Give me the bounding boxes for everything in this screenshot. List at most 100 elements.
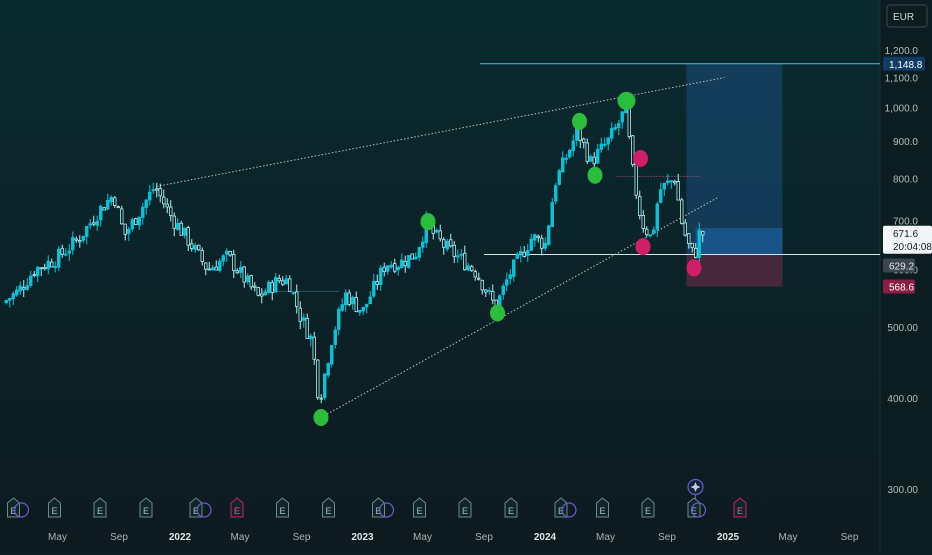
candle-body [253, 285, 257, 288]
last-price-tag[interactable]: 671.6 20:04:08 [883, 225, 932, 254]
candle-body [655, 203, 659, 230]
earnings-marker[interactable]: E [230, 497, 244, 518]
candle-body [680, 199, 684, 224]
candle-body [410, 253, 414, 260]
swing-marker-pullback[interactable] [635, 238, 651, 256]
candle-body [694, 247, 698, 258]
x-tick-label: Sep [110, 532, 128, 543]
candle-body [631, 135, 635, 165]
candle-body [288, 278, 292, 292]
earnings-label: E [97, 506, 103, 516]
earnings-marker[interactable]: E [596, 497, 609, 518]
earnings-marker[interactable]: E [139, 497, 153, 518]
candle-body [302, 317, 306, 321]
swing-marker-high[interactable] [420, 213, 436, 231]
earnings-marker[interactable]: E [322, 497, 335, 518]
earnings-badge [322, 497, 335, 518]
candle-body [676, 181, 680, 201]
x-tick-label: May [413, 532, 432, 543]
earnings-badge [413, 497, 426, 518]
earnings-marker[interactable]: E [276, 497, 289, 518]
candle-body [382, 266, 386, 273]
target-price-tag[interactable]: 1,148.8 [883, 56, 925, 71]
candle-body [298, 307, 302, 322]
earnings-marker[interactable]: E [189, 497, 203, 518]
earnings-marker[interactable]: E [93, 497, 107, 518]
candle-body [361, 306, 365, 312]
candle-body [603, 143, 607, 146]
swing-marker-high[interactable] [572, 112, 587, 130]
x-tick-label: May [596, 532, 615, 543]
candle-body [274, 276, 278, 293]
candle-body [169, 206, 173, 217]
dividend-marker[interactable] [690, 502, 707, 518]
earnings-label: E [193, 506, 199, 516]
candle-body [218, 260, 222, 272]
earnings-label: E [645, 506, 651, 516]
y-tick-label: 500.00 [887, 323, 918, 334]
earnings-label: E [279, 506, 285, 516]
candle-body [242, 266, 246, 283]
candle-body [484, 289, 488, 293]
earnings-marker[interactable]: E [554, 497, 568, 518]
entry-price-tag[interactable]: 629.2 [883, 258, 915, 273]
candle-body [221, 255, 225, 262]
sparkle-icon[interactable] [687, 478, 704, 501]
x-tick-label: 2022 [169, 532, 192, 543]
x-tick-label: 2023 [351, 532, 374, 543]
earnings-marker[interactable]: E [7, 497, 20, 518]
swing-marker-high[interactable] [617, 91, 636, 110]
candle-body [536, 235, 540, 238]
currency-box[interactable]: EUR [886, 4, 928, 28]
earnings-label: E [691, 506, 697, 516]
swing-marker-pullback[interactable] [633, 149, 648, 167]
candle-body [501, 285, 505, 295]
swing-marker-pullback[interactable] [686, 259, 702, 277]
dividend-marker[interactable] [378, 502, 395, 518]
candle-body [291, 292, 295, 294]
earnings-marker[interactable]: E [372, 497, 385, 518]
entry-price-tag-text: 629.2 [889, 261, 914, 272]
x-tick-label: May [779, 532, 798, 543]
candle-body [491, 291, 495, 301]
candle-body [673, 180, 677, 184]
candle-body [113, 197, 117, 206]
candle-body [39, 267, 43, 270]
earnings-label: E [51, 506, 57, 516]
earnings-marker[interactable]: E [48, 497, 61, 518]
swing-marker-low[interactable] [587, 166, 603, 184]
dividend-marker[interactable] [13, 502, 30, 518]
earnings-marker[interactable]: E [458, 497, 472, 518]
earnings-badge [189, 497, 203, 518]
swing-marker-low[interactable] [490, 304, 505, 322]
candle-body [92, 222, 96, 225]
loss-zone[interactable] [686, 254, 783, 287]
plot-area[interactable] [4, 63, 880, 426]
dividend-marker[interactable] [196, 502, 212, 518]
candle-body [393, 263, 397, 272]
swing-marker-low[interactable] [313, 408, 329, 426]
candle-body [620, 111, 624, 123]
x-tick-label: May [231, 532, 250, 543]
dividend-marker[interactable] [561, 502, 577, 518]
earnings-marker[interactable]: E [413, 497, 426, 518]
earnings-marker[interactable]: E [641, 497, 655, 518]
candle-body [480, 279, 484, 291]
candle-body [239, 266, 243, 273]
candle-body [568, 149, 572, 158]
earnings-marker[interactable]: E [733, 497, 747, 518]
stop-price-tag[interactable]: 568.6 [883, 279, 915, 294]
candle-body [256, 287, 260, 296]
candle-body [95, 220, 99, 226]
candle-body [386, 265, 390, 272]
candle-body [543, 242, 547, 249]
profit-zone[interactable] [686, 63, 783, 255]
earnings-label: E [558, 506, 564, 516]
price-axis-panel [880, 0, 932, 550]
earnings-marker[interactable]: E [504, 497, 518, 518]
candle-body [407, 255, 411, 268]
candle-body [130, 219, 134, 230]
earnings-marker[interactable]: E [687, 497, 701, 518]
